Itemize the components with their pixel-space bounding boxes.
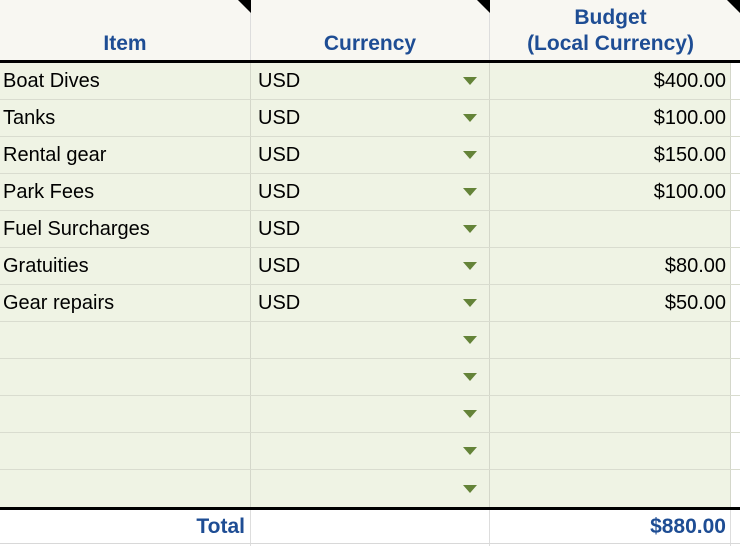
row-stub-cell: [731, 137, 740, 173]
table-row: [0, 359, 740, 396]
partial-bottom-row: [0, 544, 740, 546]
currency-cell[interactable]: USD: [251, 211, 490, 247]
table-row: Gratuities USD $80.00: [0, 248, 740, 285]
budget-cell[interactable]: $400.00: [490, 63, 731, 99]
currency-cell[interactable]: USD: [251, 285, 490, 321]
currency-value: USD: [258, 217, 301, 240]
dropdown-arrow-icon[interactable]: [463, 373, 477, 381]
budget-cell[interactable]: [490, 359, 731, 395]
currency-value: USD: [258, 254, 301, 277]
currency-value: USD: [258, 106, 301, 129]
item-cell[interactable]: Boat Dives: [0, 63, 251, 99]
item-cell[interactable]: [0, 470, 251, 507]
dropdown-arrow-icon[interactable]: [463, 225, 477, 233]
table-row: [0, 433, 740, 470]
table-header-row: Item Currency Budget (Local Currency): [0, 0, 740, 63]
item-cell[interactable]: Gear repairs: [0, 285, 251, 321]
dropdown-arrow-icon[interactable]: [463, 114, 477, 122]
row-stub-cell: [731, 174, 740, 210]
dropdown-arrow-icon[interactable]: [463, 336, 477, 344]
budget-cell[interactable]: [490, 396, 731, 432]
row-stub-cell: [731, 100, 740, 136]
dropdown-arrow-icon[interactable]: [463, 299, 477, 307]
row-stub-cell: [731, 396, 740, 432]
table-row: [0, 322, 740, 359]
currency-value: USD: [258, 291, 301, 314]
currency-value: USD: [258, 69, 301, 92]
table-body: Boat Dives USD $400.00 Tanks USD $100.00…: [0, 63, 740, 507]
total-row: Total $880.00: [0, 507, 740, 544]
budget-cell[interactable]: $150.00: [490, 137, 731, 173]
currency-cell[interactable]: [251, 396, 490, 432]
row-stub-cell: [731, 285, 740, 321]
total-label-cell[interactable]: Total: [0, 510, 251, 543]
row-stub-cell: [731, 211, 740, 247]
column-header-budget[interactable]: Budget (Local Currency): [490, 0, 731, 60]
budget-cell[interactable]: [490, 470, 731, 507]
table-row: Park Fees USD $100.00: [0, 174, 740, 211]
currency-cell[interactable]: USD: [251, 63, 490, 99]
currency-cell[interactable]: USD: [251, 248, 490, 284]
item-cell[interactable]: [0, 433, 251, 469]
total-currency-cell[interactable]: [251, 510, 490, 543]
currency-cell[interactable]: [251, 322, 490, 358]
column-header-stub: [731, 0, 740, 60]
currency-value: USD: [258, 143, 301, 166]
item-cell[interactable]: Fuel Surcharges: [0, 211, 251, 247]
currency-cell[interactable]: [251, 359, 490, 395]
currency-cell[interactable]: USD: [251, 174, 490, 210]
budget-cell[interactable]: $80.00: [490, 248, 731, 284]
item-cell[interactable]: Park Fees: [0, 174, 251, 210]
row-stub-cell: [731, 470, 740, 507]
item-cell[interactable]: Rental gear: [0, 137, 251, 173]
currency-cell[interactable]: [251, 433, 490, 469]
budget-cell[interactable]: $100.00: [490, 100, 731, 136]
currency-value: USD: [258, 180, 301, 203]
dropdown-arrow-icon[interactable]: [463, 262, 477, 270]
table-row: Fuel Surcharges USD: [0, 211, 740, 248]
item-cell[interactable]: [0, 359, 251, 395]
table-row: [0, 470, 740, 507]
total-stub-cell: [731, 510, 740, 543]
dropdown-arrow-icon[interactable]: [463, 77, 477, 85]
row-stub-cell: [731, 248, 740, 284]
budget-cell[interactable]: [490, 211, 731, 247]
column-header-item[interactable]: Item: [0, 0, 251, 60]
item-cell[interactable]: Tanks: [0, 100, 251, 136]
row-stub-cell: [731, 63, 740, 99]
table-row: [0, 396, 740, 433]
currency-cell[interactable]: USD: [251, 100, 490, 136]
table-row: Boat Dives USD $400.00: [0, 63, 740, 100]
table-row: Gear repairs USD $50.00: [0, 285, 740, 322]
dropdown-arrow-icon[interactable]: [463, 447, 477, 455]
budget-cell[interactable]: $50.00: [490, 285, 731, 321]
dropdown-arrow-icon[interactable]: [463, 151, 477, 159]
dropdown-arrow-icon[interactable]: [463, 188, 477, 196]
total-value-cell[interactable]: $880.00: [490, 510, 731, 543]
budget-cell[interactable]: [490, 433, 731, 469]
row-stub-cell: [731, 433, 740, 469]
dropdown-arrow-icon[interactable]: [463, 484, 477, 493]
currency-cell[interactable]: [251, 470, 490, 507]
column-header-currency[interactable]: Currency: [251, 0, 490, 60]
table-row: Tanks USD $100.00: [0, 100, 740, 137]
item-cell[interactable]: Gratuities: [0, 248, 251, 284]
currency-cell[interactable]: USD: [251, 137, 490, 173]
budget-cell[interactable]: [490, 322, 731, 358]
dropdown-arrow-icon[interactable]: [463, 410, 477, 418]
budget-cell[interactable]: $100.00: [490, 174, 731, 210]
table-row: Rental gear USD $150.00: [0, 137, 740, 174]
item-cell[interactable]: [0, 396, 251, 432]
row-stub-cell: [731, 359, 740, 395]
row-stub-cell: [731, 322, 740, 358]
item-cell[interactable]: [0, 322, 251, 358]
